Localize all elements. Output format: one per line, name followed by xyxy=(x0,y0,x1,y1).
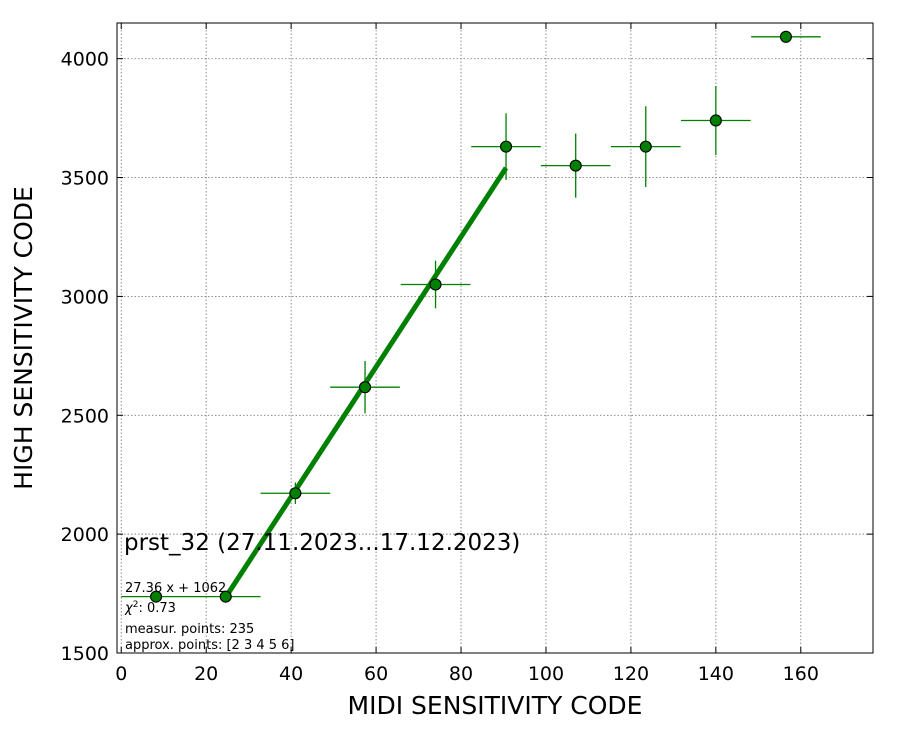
x-tick-label: 40 xyxy=(279,663,303,685)
y-tick-label: 3000 xyxy=(61,286,109,308)
data-point xyxy=(358,381,372,394)
data-point xyxy=(429,278,442,291)
x-tick-label: 160 xyxy=(783,663,819,685)
x-axis-title: MIDI SENSITIVITY CODE xyxy=(348,691,643,720)
chi2-power: 2 xyxy=(133,600,139,610)
x-tick-label: 80 xyxy=(449,663,473,685)
chi2-symbol: χ xyxy=(124,601,134,616)
x-tick-label: 140 xyxy=(698,663,734,685)
x-tick-label: 60 xyxy=(364,663,388,685)
x-tick-label: 20 xyxy=(194,663,218,685)
chi2-annotation: χ2: 0.73 xyxy=(124,600,176,616)
x-tick-label: 0 xyxy=(115,663,127,685)
data-point xyxy=(150,590,163,603)
data-point xyxy=(779,30,792,43)
y-tick-label: 1500 xyxy=(61,643,109,665)
fit-equation-annotation: 27.36 x + 1062 xyxy=(125,581,226,596)
data-points xyxy=(150,30,792,603)
x-tick-label: 120 xyxy=(613,663,649,685)
data-point xyxy=(569,159,582,172)
axis-ticks: 0 20 40 60 80 100 120 140 160 1500 2000 2500 3000 350… xyxy=(61,23,873,685)
y-axis-title: HIGH SENSITIVITY CODE xyxy=(9,186,38,490)
plot-frame xyxy=(116,22,874,654)
y-tick-label: 3500 xyxy=(61,168,109,190)
data-point xyxy=(499,140,513,153)
data-point xyxy=(219,590,232,603)
approx-points-annotation: approx. points: [2 3 4 5 6] xyxy=(125,638,295,653)
grid-lines xyxy=(117,23,873,654)
data-point xyxy=(289,487,302,500)
data-point xyxy=(709,114,722,127)
x-tick-label: 100 xyxy=(528,663,564,685)
y-tick-label: 4000 xyxy=(61,49,109,71)
chi2-value: : 0.73 xyxy=(138,601,175,616)
measured-points-annotation: measur. points: 235 xyxy=(125,622,254,637)
chart-heading-annotation: prst_32 (27.11.2023...17.12.2023) xyxy=(124,530,520,556)
y-tick-label: 2000 xyxy=(61,524,109,546)
y-tick-label: 2500 xyxy=(61,405,109,427)
data-point xyxy=(639,140,652,153)
